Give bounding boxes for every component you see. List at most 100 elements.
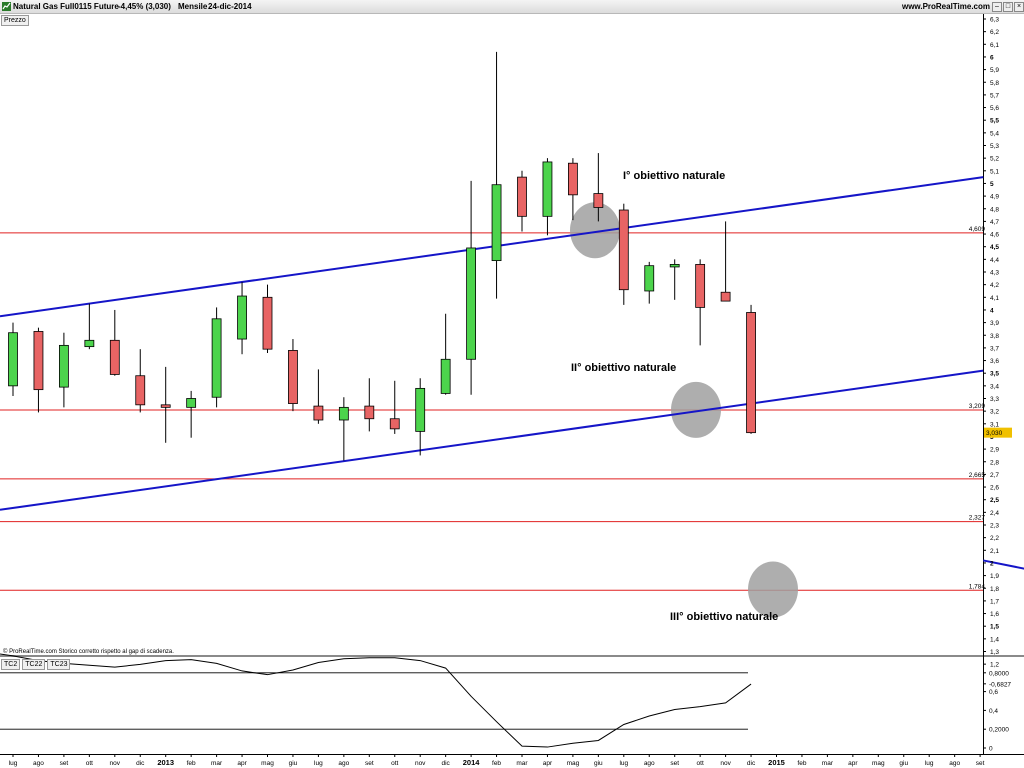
price-tick-label: 4,8 bbox=[990, 206, 999, 213]
annotation-target-2: II° obiettivo naturale bbox=[571, 362, 676, 374]
price-tick-label: 2,3 bbox=[990, 523, 999, 530]
candle-body bbox=[160, 404, 171, 408]
candle-body bbox=[389, 418, 400, 430]
price-tick-label: 2 bbox=[990, 560, 994, 567]
price-tick-label: 2,2 bbox=[990, 535, 999, 542]
indicator-tab-tc23[interactable]: TC23 bbox=[47, 659, 71, 670]
channel-lines bbox=[0, 176, 1024, 570]
footer-note: © ProRealTime.com Storico corretto rispe… bbox=[3, 648, 174, 655]
time-tick-label: 2013 bbox=[157, 758, 174, 767]
candle-body bbox=[593, 193, 604, 208]
candle-body bbox=[338, 406, 349, 421]
time-tick-label: lug bbox=[314, 760, 323, 767]
candle-body bbox=[746, 312, 756, 434]
candle-body bbox=[237, 295, 247, 340]
price-tick-label: 5,7 bbox=[990, 92, 999, 99]
price-tick-label: 3,9 bbox=[990, 320, 999, 327]
price-tick-label: 1,7 bbox=[990, 598, 999, 605]
target-circle bbox=[748, 561, 798, 618]
candle-body bbox=[720, 291, 731, 302]
candle-body bbox=[84, 339, 95, 348]
price-tick-label: 4,7 bbox=[990, 219, 999, 226]
price-tick-label: 4,2 bbox=[990, 282, 999, 289]
price-tick-label: 1,3 bbox=[990, 649, 999, 656]
time-tick-label: lug bbox=[9, 760, 18, 767]
price-tick-label: 3,6 bbox=[990, 358, 999, 365]
price-tick-label: 1,5 bbox=[990, 624, 999, 631]
title-bar: Natural Gas Full0115 Future -4,45% (3,03… bbox=[0, 0, 1024, 14]
time-tick-label: apr bbox=[848, 760, 858, 767]
support-level-label: 2,327 bbox=[969, 515, 986, 522]
minimize-icon[interactable]: – bbox=[992, 2, 1002, 12]
price-change: -4,45% (3,030) bbox=[118, 2, 171, 11]
time-tick-label: dic bbox=[747, 760, 756, 767]
price-tick-label: 4,5 bbox=[990, 244, 999, 251]
close-icon[interactable]: × bbox=[1014, 2, 1024, 12]
price-tick-label: 1,6 bbox=[990, 611, 999, 618]
target-circle bbox=[671, 381, 721, 438]
candle-body bbox=[364, 405, 375, 420]
oscillator-line bbox=[0, 653, 752, 748]
price-tick-label: 3,8 bbox=[990, 333, 999, 340]
price-axis: 6,3 6,2 6,1 6 5,9 5,8 5,7 5,6 5,5 5,4 5,3 5,2 5,1 5 4,… bbox=[983, 17, 1012, 669]
time-tick-label: ago bbox=[949, 760, 960, 767]
time-tick-label: ott bbox=[391, 760, 398, 767]
indicator-tab-tc2[interactable]: TC2 bbox=[1, 659, 21, 670]
time-tick-label: ago bbox=[33, 760, 44, 767]
prorealtime-logo-icon bbox=[2, 2, 11, 11]
candle-body bbox=[211, 318, 222, 398]
target-circle bbox=[570, 202, 620, 259]
candle-body bbox=[644, 265, 655, 292]
price-tick-label: 5 bbox=[990, 181, 994, 188]
price-tick-label: 3,4 bbox=[990, 383, 999, 390]
last-price-badge bbox=[984, 427, 1012, 438]
time-tick-label: mag bbox=[261, 760, 274, 767]
price-tick-label: 4,9 bbox=[990, 194, 999, 201]
support-level-label: 2,665 bbox=[969, 472, 986, 479]
time-tick-label: dic bbox=[136, 760, 145, 767]
support-levels: 4,609 3,209 2,665 2,327 1,784 bbox=[0, 226, 986, 591]
maximize-icon[interactable]: □ bbox=[1003, 2, 1013, 12]
time-tick-label: nov bbox=[720, 760, 731, 767]
last-price-label: 3,030 bbox=[986, 430, 1003, 437]
price-tick-label: 4,6 bbox=[990, 232, 999, 239]
candle-body bbox=[440, 358, 451, 394]
price-panel-label[interactable]: Prezzo bbox=[1, 15, 29, 26]
time-tick-label: set bbox=[976, 760, 985, 767]
time-tick-label: dic bbox=[441, 760, 450, 767]
timeframe[interactable]: Mensile bbox=[178, 2, 208, 11]
channel-line bbox=[0, 176, 984, 318]
time-tick-label: feb bbox=[187, 760, 196, 767]
price-tick-label: 1,8 bbox=[990, 586, 999, 593]
time-tick-label: lug bbox=[619, 760, 628, 767]
website-link[interactable]: www.ProRealTime.com bbox=[901, 2, 990, 11]
support-level-label: 4,609 bbox=[969, 226, 986, 233]
price-tick-label: 6,3 bbox=[990, 17, 999, 24]
candle-body bbox=[517, 176, 527, 217]
candle-body bbox=[186, 398, 197, 408]
price-tick-label: 1,4 bbox=[990, 636, 999, 643]
price-tick-label: 4,3 bbox=[990, 270, 999, 277]
time-tick-label: apr bbox=[237, 760, 247, 767]
price-tick-label: 5,3 bbox=[990, 143, 999, 150]
time-tick-label: giu bbox=[899, 760, 908, 767]
time-tick-label: nov bbox=[110, 760, 121, 767]
time-tick-label: set bbox=[365, 760, 374, 767]
candle-body bbox=[491, 184, 502, 262]
candle-body bbox=[313, 405, 324, 421]
price-tick-label: 4,4 bbox=[990, 257, 999, 264]
time-tick-label: nov bbox=[415, 760, 426, 767]
price-tick-label: 3,5 bbox=[990, 371, 999, 378]
price-tick-label: 5,8 bbox=[990, 80, 999, 87]
time-tick-label: giu bbox=[289, 760, 298, 767]
price-tick-label: 2,7 bbox=[990, 472, 999, 479]
candle-body bbox=[109, 339, 120, 375]
price-tick-label: 3,1 bbox=[990, 421, 999, 428]
candle-body bbox=[59, 344, 69, 388]
chart-date: 24-dic-2014 bbox=[208, 2, 252, 11]
indicator-tab-tc22[interactable]: TC22 bbox=[22, 659, 46, 670]
time-tick-label: set bbox=[670, 760, 679, 767]
candle-body bbox=[618, 209, 629, 291]
